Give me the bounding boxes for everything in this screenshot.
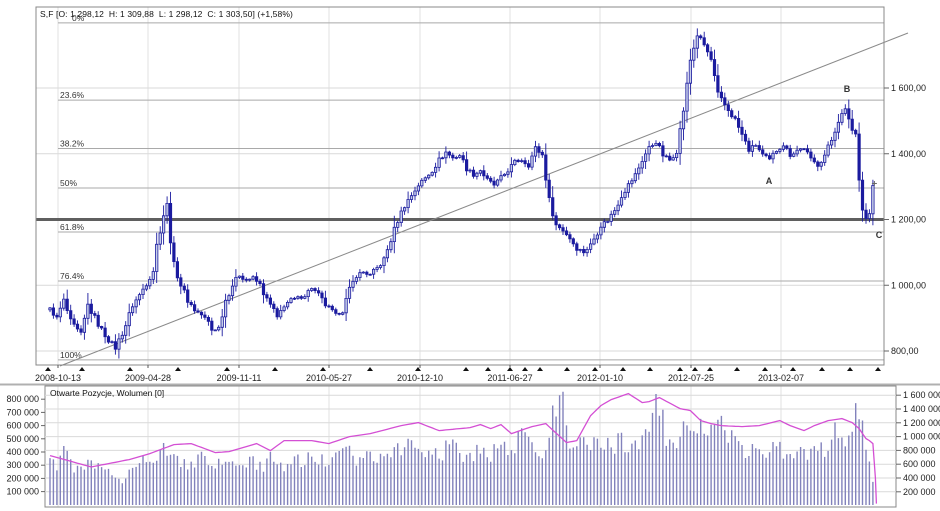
- svg-text:1 400 000: 1 400 000: [903, 404, 940, 414]
- svg-text:2010-05-27: 2010-05-27: [306, 373, 352, 383]
- open-interest-axis-right: 1 600 000 1 400 000 1 200 000 1 000 000 800 …: [896, 390, 940, 497]
- date-axis: 2008-10-13 2009-04-28 2009-11-11 2010-05-27…: [35, 365, 881, 383]
- svg-text:2011-06-27: 2011-06-27: [487, 373, 532, 383]
- wave-labels: A B C: [766, 84, 883, 240]
- volume-panel-label: Otwarte Pozycje, Wolumen [0]: [50, 388, 165, 398]
- svg-text:600 000: 600 000: [6, 421, 39, 431]
- svg-text:800 000: 800 000: [903, 445, 936, 455]
- svg-text:400 000: 400 000: [6, 447, 39, 457]
- svg-text:400 000: 400 000: [903, 473, 936, 483]
- svg-text:1 400,00: 1 400,00: [891, 149, 926, 159]
- open-interest-line: [49, 392, 878, 504]
- svg-text:0%: 0%: [72, 13, 85, 23]
- svg-text:1 200 000: 1 200 000: [903, 418, 940, 428]
- last-price-marker: [871, 180, 877, 186]
- svg-text:61.8%: 61.8%: [60, 222, 85, 232]
- svg-text:1 000,00: 1 000,00: [891, 280, 926, 290]
- svg-text:38.2%: 38.2%: [60, 138, 85, 148]
- svg-text:500 000: 500 000: [6, 434, 39, 444]
- svg-text:100%: 100%: [60, 350, 82, 360]
- svg-text:700 000: 700 000: [6, 407, 39, 417]
- svg-text:50%: 50%: [60, 178, 77, 188]
- svg-text:76.4%: 76.4%: [60, 271, 85, 281]
- price-axis-right: 1 600,00 1 400,00 1 200,00 1 000,00 800,00: [884, 83, 926, 356]
- volume-axis-left: 800 000 700 000 600 000 500 000 400 000 300 0…: [6, 394, 45, 497]
- svg-text:800 000: 800 000: [6, 394, 39, 404]
- svg-text:A: A: [766, 176, 773, 186]
- ohlc-header: S,F [O: 1 298,12 H: 1 309,88 L: 1 298,12…: [40, 9, 293, 19]
- svg-text:1 200,00: 1 200,00: [891, 215, 926, 225]
- svg-text:23.6%: 23.6%: [60, 90, 85, 100]
- svg-text:800,00: 800,00: [891, 346, 919, 356]
- svg-text:200 000: 200 000: [903, 487, 936, 497]
- svg-text:B: B: [844, 84, 851, 94]
- volume-bars: [49, 391, 874, 505]
- price-grid: [36, 7, 884, 507]
- svg-text:2009-04-28: 2009-04-28: [125, 373, 171, 383]
- svg-text:200 000: 200 000: [6, 473, 39, 483]
- svg-text:2012-07-25: 2012-07-25: [668, 373, 714, 383]
- candlesticks: [48, 28, 875, 359]
- fibonacci-levels: 0% 23.6% 38.2% 50% 61.8% 76.4% 100%: [58, 13, 884, 361]
- svg-text:1 600 000: 1 600 000: [903, 390, 940, 400]
- svg-text:2012-01-10: 2012-01-10: [577, 373, 623, 383]
- svg-text:2013-02-07: 2013-02-07: [758, 373, 804, 383]
- svg-text:2010-12-10: 2010-12-10: [397, 373, 443, 383]
- svg-text:2009-11-11: 2009-11-11: [217, 373, 262, 383]
- svg-text:1 000 000: 1 000 000: [903, 432, 940, 442]
- svg-text:2008-10-13: 2008-10-13: [35, 373, 81, 383]
- svg-text:1 600,00: 1 600,00: [891, 83, 926, 93]
- frames: [0, 6, 940, 508]
- svg-text:C: C: [876, 230, 883, 240]
- svg-text:300 000: 300 000: [6, 460, 39, 470]
- svg-text:600 000: 600 000: [903, 459, 936, 469]
- trendline: [59, 32, 909, 367]
- svg-text:100 000: 100 000: [6, 487, 39, 497]
